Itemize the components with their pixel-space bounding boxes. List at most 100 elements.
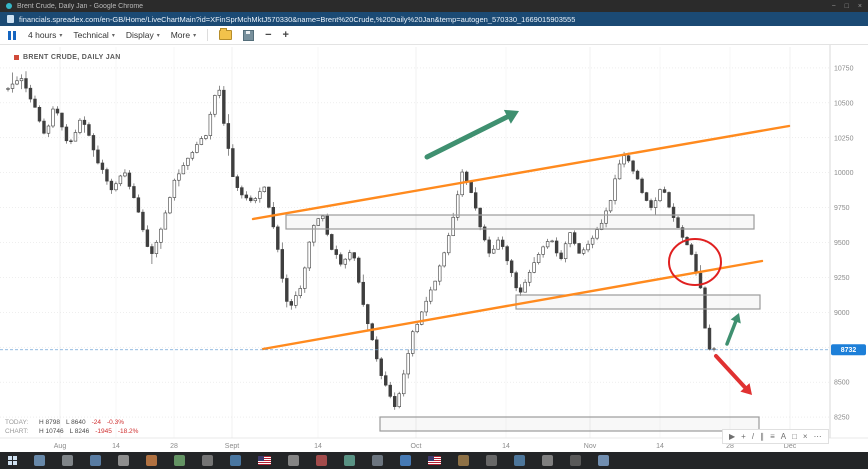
maximize-button[interactable]: □	[844, 2, 849, 10]
today-change: -24	[91, 419, 102, 426]
more-menu[interactable]: More ▾	[171, 30, 196, 40]
support-zone[interactable]	[379, 416, 760, 432]
candle	[217, 89, 222, 96]
taskbar	[0, 452, 868, 469]
taskbar-app-icon[interactable]	[486, 455, 497, 466]
taskbar-app-icon[interactable]	[542, 455, 553, 466]
x-axis-label: 14	[112, 443, 120, 450]
candle	[491, 248, 496, 254]
zoom-in-button[interactable]: +	[282, 28, 289, 41]
candle	[186, 157, 190, 166]
taskbar-app-icon[interactable]	[458, 455, 469, 466]
candle	[307, 241, 311, 269]
candle	[370, 323, 374, 341]
candle	[604, 210, 608, 224]
candle	[536, 254, 541, 263]
candle	[640, 178, 644, 193]
taskbar-app-icon[interactable]	[400, 455, 411, 466]
candle	[437, 265, 442, 282]
trendline[interactable]	[251, 124, 791, 221]
support-zone[interactable]	[285, 214, 755, 230]
text-tool-icon[interactable]: A	[780, 431, 787, 441]
candle	[46, 125, 51, 134]
taskbar-app-icon[interactable]	[288, 455, 299, 466]
taskbar-app-icon[interactable]	[174, 455, 185, 466]
chart-type-icon[interactable]	[8, 30, 17, 40]
candle	[433, 280, 437, 291]
candle	[446, 235, 451, 254]
display-menu[interactable]: Display ▾	[126, 30, 160, 40]
close-button[interactable]: ×	[857, 2, 862, 10]
taskbar-app-icon[interactable]	[62, 455, 73, 466]
red-down-arrow[interactable]	[714, 354, 747, 390]
green-up-arrow-head[interactable]	[503, 109, 519, 124]
breakdown-circle[interactable]	[668, 238, 722, 286]
delete-tool-icon[interactable]: ×	[802, 431, 808, 441]
cursor-tool-icon[interactable]: ▶	[729, 431, 736, 441]
taskbar-app-icon[interactable]	[146, 455, 157, 466]
symbol-label: BRENT CRUDE, DAILY JAN	[14, 54, 121, 61]
crosshair-tool-icon[interactable]: +	[741, 431, 746, 441]
taskbar-app-icon[interactable]	[598, 455, 609, 466]
green-up-arrow-small-head[interactable]	[730, 313, 741, 324]
candle	[289, 301, 293, 306]
url-text[interactable]: financials.spreadex.com/en-GB/Home/LiveC…	[19, 14, 576, 24]
candle	[352, 252, 356, 259]
green-up-arrow-small[interactable]	[725, 319, 738, 346]
shape-tool-icon[interactable]: □	[792, 431, 797, 441]
timeframe-dropdown[interactable]: 4 hours ▾	[28, 30, 62, 40]
price-chart-svg[interactable]: 1075010500102501000097509500925090008750…	[0, 45, 868, 452]
candle	[109, 180, 114, 191]
trendline-tool-icon[interactable]: /	[751, 431, 755, 441]
candle	[222, 89, 226, 124]
x-axis-label: Sept	[225, 443, 239, 450]
x-axis-label: 14	[502, 443, 510, 450]
candle	[599, 222, 604, 230]
taskbar-app-icon[interactable]	[90, 455, 101, 466]
candle	[379, 358, 383, 376]
taskbar-app-icon[interactable]	[344, 455, 355, 466]
more-tools-icon[interactable]: ⋯	[813, 431, 822, 441]
candle	[114, 183, 118, 191]
support-zone[interactable]	[515, 294, 761, 310]
zoom-out-button[interactable]: −	[265, 28, 272, 41]
minimize-button[interactable]: −	[831, 2, 836, 10]
candle	[658, 189, 662, 202]
taskbar-app-icon[interactable]	[34, 455, 45, 466]
today-stats-row: TODAY: H 8798 L 8640 -24 -0.3%	[5, 419, 138, 427]
trendline[interactable]	[261, 259, 764, 351]
taskbar-app-icon[interactable]	[230, 455, 241, 466]
candle	[105, 169, 109, 182]
taskbar-app-icon[interactable]	[202, 455, 213, 466]
candle	[127, 172, 132, 187]
candle	[73, 132, 78, 142]
candle	[235, 176, 240, 188]
chart-stats-row: CHART: H 10746 L 8246 -1945 -18.2%	[5, 428, 138, 436]
start-button[interactable]	[8, 456, 17, 465]
candle	[6, 88, 10, 90]
green-up-arrow[interactable]	[424, 114, 510, 160]
chart-stats: TODAY: H 8798 L 8640 -24 -0.3% CHART: H …	[5, 419, 138, 436]
candle	[707, 327, 712, 350]
red-down-arrow-head[interactable]	[740, 383, 752, 395]
us-flag-icon[interactable]	[428, 456, 441, 465]
candle	[285, 278, 289, 302]
taskbar-app-icon[interactable]	[570, 455, 581, 466]
current-price-badge[interactable]	[831, 344, 866, 356]
taskbar-app-icon[interactable]	[372, 455, 383, 466]
candle	[514, 272, 518, 289]
taskbar-app-icon[interactable]	[316, 455, 327, 466]
chart-area[interactable]: 1075010500102501000097509500925090008750…	[0, 45, 868, 452]
us-flag-icon[interactable]	[258, 456, 271, 465]
taskbar-app-icon[interactable]	[514, 455, 525, 466]
save-icon[interactable]	[243, 29, 255, 41]
candle	[37, 107, 42, 122]
open-folder-icon[interactable]	[219, 28, 233, 40]
candle	[671, 206, 676, 218]
channel-tool-icon[interactable]: ∥	[760, 431, 765, 441]
fibonacci-tool-icon[interactable]: ≡	[770, 431, 775, 441]
candle	[451, 216, 455, 236]
taskbar-app-icon[interactable]	[118, 455, 129, 466]
technical-menu[interactable]: Technical ▾	[73, 30, 114, 40]
address-bar[interactable]: financials.spreadex.com/en-GB/Home/LiveC…	[0, 12, 868, 26]
